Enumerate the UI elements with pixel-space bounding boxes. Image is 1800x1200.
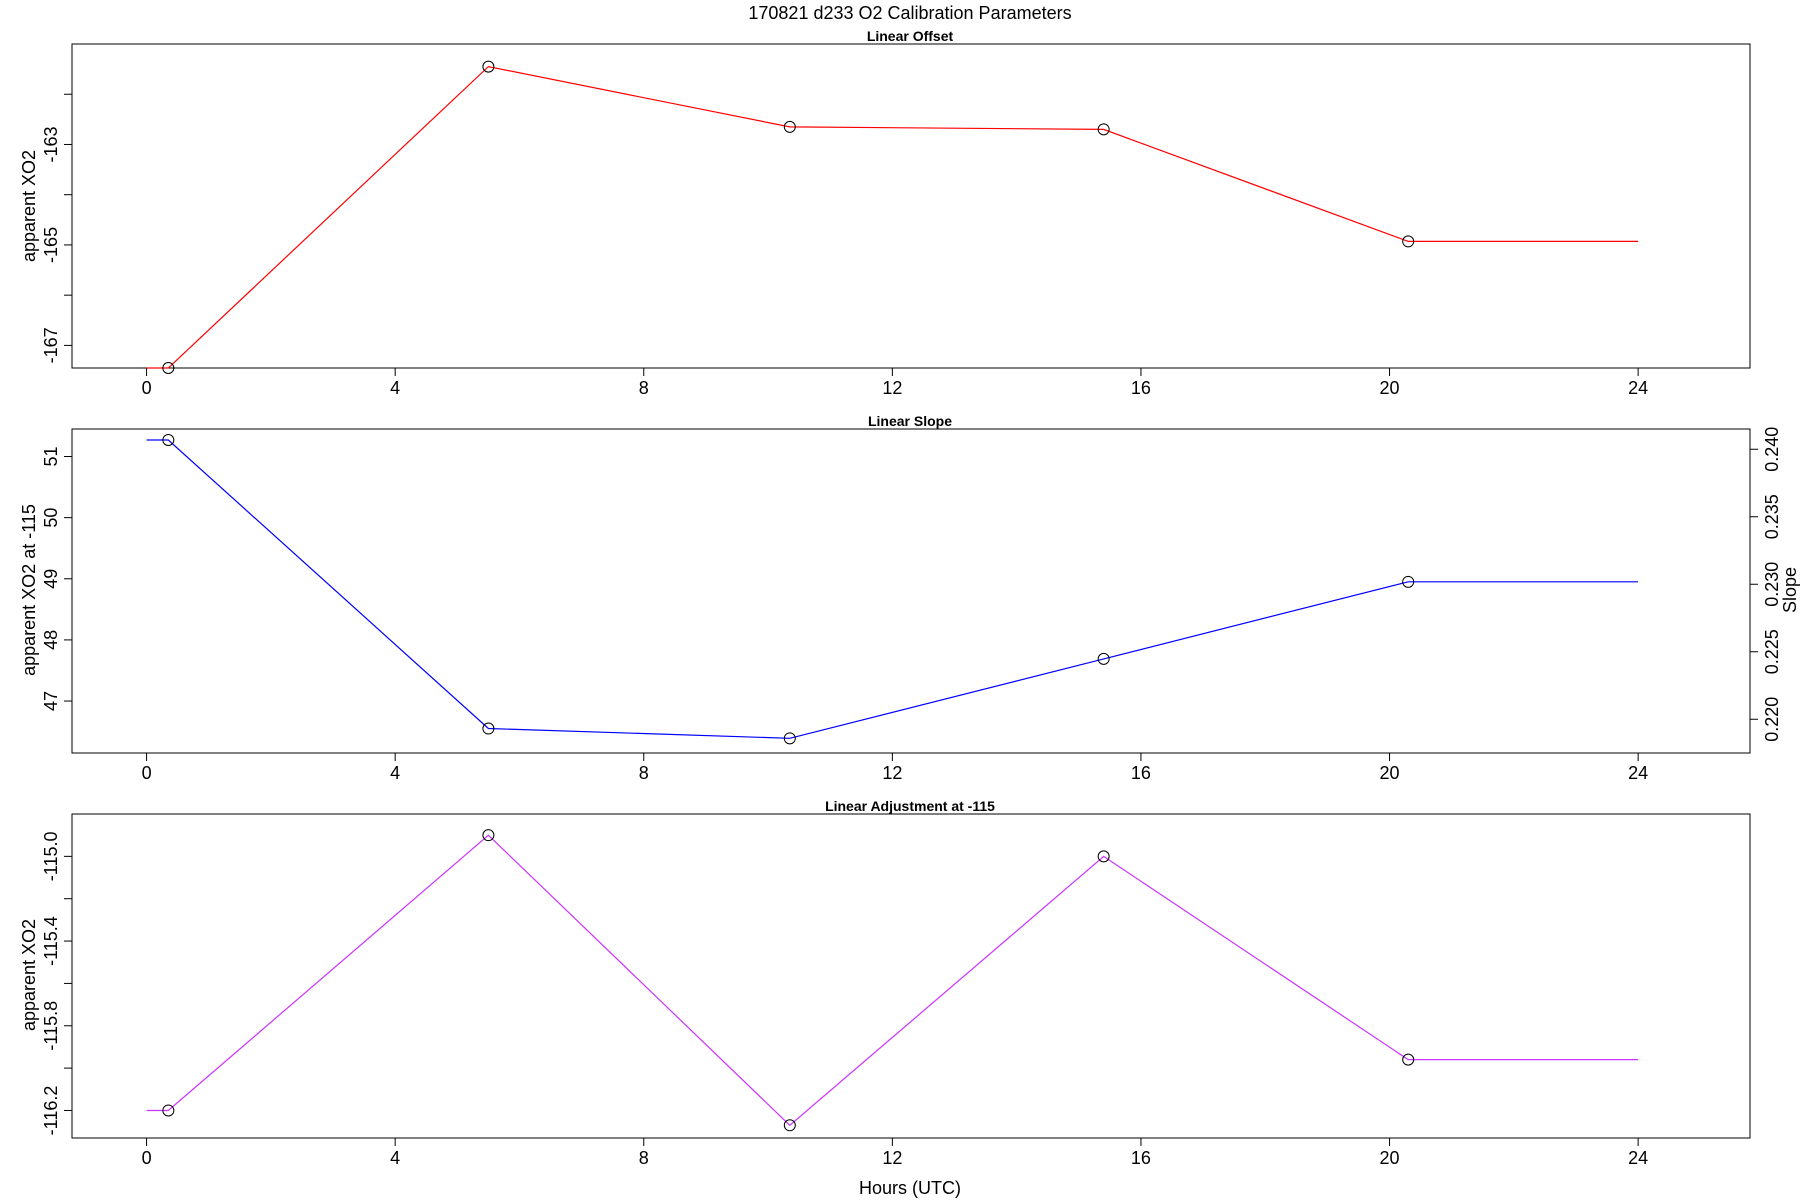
y2-tick-label: 0.225 [1762,629,1782,674]
data-point [162,434,175,447]
y-tick-label: -115.8 [41,1001,61,1051]
data-point [162,362,175,374]
y-tick-label: 51 [41,446,61,466]
y2-tick-label: 0.235 [1762,494,1782,539]
data-point [482,722,495,735]
data-point [1097,652,1110,665]
y-tick-label: -163 [41,126,61,162]
y-tick-label: 50 [41,508,61,528]
data-point [783,120,796,133]
x-tick-label: 0 [142,1148,152,1168]
y2-tick-label: 0.230 [1762,562,1782,607]
data-point [162,1104,175,1117]
x-tick-label: 16 [1131,763,1151,783]
series-line [146,834,1639,1127]
y-tick-label: -167 [41,327,61,363]
series-line [146,439,1639,739]
y-tick-label: -115.0 [41,832,61,882]
y-tick-label: 47 [41,691,61,711]
plot-frame [71,43,1751,369]
data-point [1097,123,1110,136]
data-point [482,829,495,842]
x-tick-label: 24 [1628,378,1648,398]
y2-tick-label: 0.240 [1762,427,1782,472]
data-point [1402,235,1415,248]
y2-axis-label: Slope [1780,567,1800,613]
x-axis-label: Hours (UTC) [859,1178,961,1198]
data-point [783,732,796,745]
plot-frame [71,813,1751,1139]
linear-offset-panel: Linear Offset apparent XO2 0 4 8 12 16 20 24 -1… [19,28,1751,398]
x-tick-label: 12 [882,378,902,398]
x-tick-label: 8 [639,378,649,398]
x-tick-label: 0 [142,378,152,398]
data-point [783,1119,796,1132]
x-tick-label: 12 [882,763,902,783]
x-tick-label: 20 [1380,378,1400,398]
panel-title: Linear Adjustment at -115 [825,798,995,814]
y-axis-label: apparent XO2 at -115 [19,504,39,676]
x-tick-label: 8 [639,1148,649,1168]
y-axis-label: apparent XO2 [19,919,39,1031]
y-tick-label: -116.2 [41,1086,61,1136]
figure-title: 170821 d233 O2 Calibration Parameters [748,3,1071,23]
series-line [146,65,1639,369]
panel-title: Linear Slope [868,413,952,429]
plot-frame [71,428,1751,754]
linear-adjustment-panel: Linear Adjustment at -115 apparent XO2 0… [19,798,1751,1168]
y-tick-label: -165 [41,227,61,263]
x-tick-label: 16 [1131,1148,1151,1168]
y2-tick-label: 0.220 [1762,697,1782,742]
data-point [1402,575,1415,588]
data-point [1402,1053,1415,1066]
x-tick-label: 16 [1131,378,1151,398]
panel-title: Linear Offset [867,28,954,44]
x-tick-label: 8 [639,763,649,783]
x-tick-label: 4 [390,1148,400,1168]
linear-slope-panel: Linear Slope apparent XO2 at -115 Slope … [19,413,1800,783]
x-tick-label: 4 [390,378,400,398]
x-tick-label: 0 [142,763,152,783]
x-tick-label: 24 [1628,763,1648,783]
x-tick-label: 20 [1380,763,1400,783]
x-tick-label: 20 [1380,1148,1400,1168]
data-point [482,60,495,73]
y-tick-label: 49 [41,569,61,589]
x-tick-label: 12 [882,1148,902,1168]
x-tick-label: 24 [1628,1148,1648,1168]
y-axis-label: apparent XO2 [19,150,39,262]
y-tick-label: 48 [41,630,61,650]
data-point [1097,850,1110,863]
x-tick-label: 4 [390,763,400,783]
y-tick-label: -115.4 [41,916,61,966]
